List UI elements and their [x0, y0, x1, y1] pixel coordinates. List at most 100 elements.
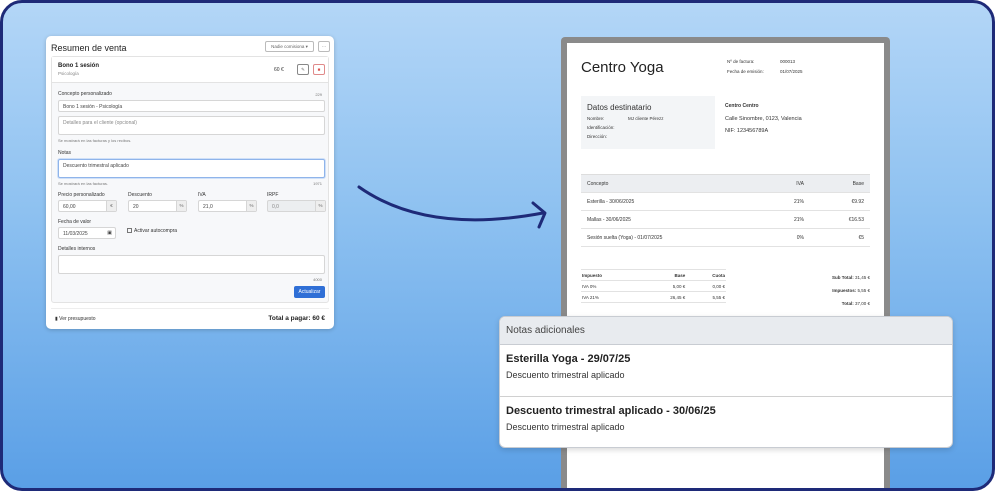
percent-addon: %	[176, 201, 186, 211]
cell: IVA 0%	[581, 280, 641, 292]
date-label: Fecha de valor	[58, 219, 92, 225]
irpf-value: 0,0	[272, 204, 279, 210]
more-button[interactable]: ···	[318, 41, 330, 52]
name-label: Nombre:	[587, 116, 605, 121]
notes-label: Notas	[58, 150, 72, 156]
edit-icon[interactable]: ✎	[297, 64, 309, 75]
tax-table: Impuesto Base Cuota IVA 0% 5,00 €0,00 € IVA…	[581, 269, 726, 303]
col-header: Cuota	[686, 269, 726, 281]
notes-count: 1971	[313, 181, 322, 186]
client-details-textarea[interactable]: Detalles para el cliente (opcional)	[58, 116, 325, 135]
note-item: Descuento trimestral aplicado - 30/06/25…	[500, 397, 952, 447]
total-label: Total:	[841, 301, 854, 306]
sale-item-panel: Bono 1 sesión Psicología 60 € ✎ ■ Concep…	[51, 56, 329, 303]
irpf-input: 0,0%	[267, 200, 326, 212]
concept-input[interactable]: Bono 1 sesión - Psicología	[58, 100, 325, 112]
table-row: Esterilla - 30/06/2025 21% €9.92	[581, 192, 870, 211]
cell: €5	[810, 228, 870, 247]
taxes-label: Impuestos:	[832, 288, 857, 293]
price-label: Precio personalizado	[58, 192, 105, 198]
issuer-name: Centro Centro	[725, 103, 759, 109]
col-header: Concepto	[581, 174, 750, 193]
recipient-box: Datos destinatario Nombre: MJ cliente Pé…	[581, 96, 715, 149]
note-text: Descuento trimestral aplicado	[506, 422, 625, 432]
cell: 0,00 €	[686, 280, 726, 292]
total: 37,00 €	[854, 301, 870, 306]
total-to-pay: Total a pagar: 60 €	[268, 315, 325, 322]
cell: IVA 21%	[581, 291, 641, 303]
discount-value: 20	[133, 204, 139, 210]
table-row: IVA 0% 5,00 €0,00 €	[581, 280, 726, 292]
autobuy-checkbox[interactable]: Activar autocompra	[127, 228, 177, 234]
internal-details-textarea[interactable]	[58, 255, 325, 274]
date-input[interactable]: 11/03/2025 ▣	[58, 227, 116, 239]
cell: 21%	[750, 192, 810, 211]
calendar-icon: ▣	[107, 230, 112, 236]
checkbox-icon[interactable]	[127, 228, 132, 234]
table-row: Mallas - 30/06/2025 21% €16.53	[581, 210, 870, 229]
invoice-page: Centro Yoga Nº de factura: 000013 Fecha …	[567, 43, 884, 488]
notes-textarea[interactable]: Descuento trimestral aplicado	[58, 159, 325, 178]
trash-icon[interactable]: ■	[313, 64, 325, 75]
recipient-title: Datos destinatario	[587, 103, 652, 112]
card-footer: ▮ Ver presupuesto Total a pagar: 60 €	[51, 308, 329, 325]
cell: €9.92	[810, 192, 870, 211]
price-input[interactable]: 60,00 €	[58, 200, 117, 212]
invoice-lines-table: Concepto IVA Base Esterilla - 30/06/2025 21…	[581, 174, 870, 247]
table-row: Sesión suelta (Yoga) - 01/07/2025 0% €5	[581, 228, 870, 247]
euro-addon: €	[106, 201, 116, 211]
date-value: 11/03/2025	[63, 231, 88, 237]
subtotal-label: Sub Total:	[832, 275, 854, 280]
cell: Sesión suelta (Yoga) - 01/07/2025	[581, 228, 750, 247]
iva-label: IVA	[198, 192, 206, 198]
sale-summary-card: Resumen de venta Nadie comisiona ▾ ··· B…	[46, 36, 334, 329]
notes-hint: Se mostrará en las facturas.	[58, 181, 109, 186]
taxes: 5,55 €	[857, 288, 870, 293]
cell: 5,00 €	[640, 280, 687, 292]
subtotal: 31,45 €	[854, 275, 870, 280]
sale-item: Bono 1 sesión Psicología 60 € ✎ ■	[52, 57, 328, 83]
cell: €16.53	[810, 210, 870, 229]
invoice-number: 000013	[780, 59, 796, 64]
concept-count: 229	[315, 92, 322, 97]
discount-label: Descuento	[128, 192, 152, 198]
concept-label: Concepto personalizado	[58, 91, 112, 97]
table-row: IVA 21% 26,45 €5,55 €	[581, 291, 726, 303]
additional-notes-panel: Notas adicionales Esterilla Yoga - 29/07…	[499, 316, 953, 448]
company-name: Centro Yoga	[581, 59, 664, 76]
cell: Mallas - 30/06/2025	[581, 210, 750, 229]
internal-count: 4000	[313, 277, 322, 282]
note-title: Esterilla Yoga - 29/07/25	[506, 353, 631, 365]
percent-addon: %	[246, 201, 256, 211]
issue-date-label: Fecha de emisión:	[727, 69, 764, 74]
autobuy-label: Activar autocompra	[134, 228, 178, 234]
item-name: Bono 1 sesión	[58, 63, 100, 69]
cell: Esterilla - 30/06/2025	[581, 192, 750, 211]
arrow-connector	[357, 185, 547, 229]
col-header: Base	[640, 269, 687, 281]
address-label: Dirección:	[587, 134, 608, 139]
card-title: Resumen de venta	[51, 43, 127, 53]
document-icon: ▮	[55, 316, 60, 322]
invoice-number-label: Nº de factura:	[727, 59, 755, 64]
internal-label: Detalles internos	[58, 246, 96, 252]
view-budget-link[interactable]: ▮ Ver presupuesto	[55, 316, 96, 322]
irpf-label: IRPF	[267, 192, 279, 198]
item-category: Psicología	[58, 71, 79, 76]
iva-input[interactable]: 21,0%	[198, 200, 257, 212]
commission-dropdown[interactable]: Nadie comisiona ▾	[265, 41, 314, 52]
update-button[interactable]: Actualizar	[294, 286, 325, 298]
details-hint: Se mostrará en las facturas y los recibo…	[58, 138, 132, 143]
cell: 21%	[750, 210, 810, 229]
issuer-nif: NIF: 123456789A	[725, 128, 769, 134]
note-title: Descuento trimestral aplicado - 30/06/25	[506, 405, 716, 417]
col-header: IVA	[750, 174, 810, 193]
percent-addon: %	[315, 201, 325, 211]
discount-input[interactable]: 20%	[128, 200, 187, 212]
view-budget-label: Ver presupuesto	[59, 316, 96, 322]
recipient-name: MJ cliente Pérezz	[628, 116, 664, 121]
issuer-address: Calle Sinombre, 0123, Valencia	[725, 116, 802, 122]
price-value: 60,00	[63, 204, 76, 210]
note-item: Esterilla Yoga - 29/07/25 Descuento trim…	[500, 345, 952, 397]
